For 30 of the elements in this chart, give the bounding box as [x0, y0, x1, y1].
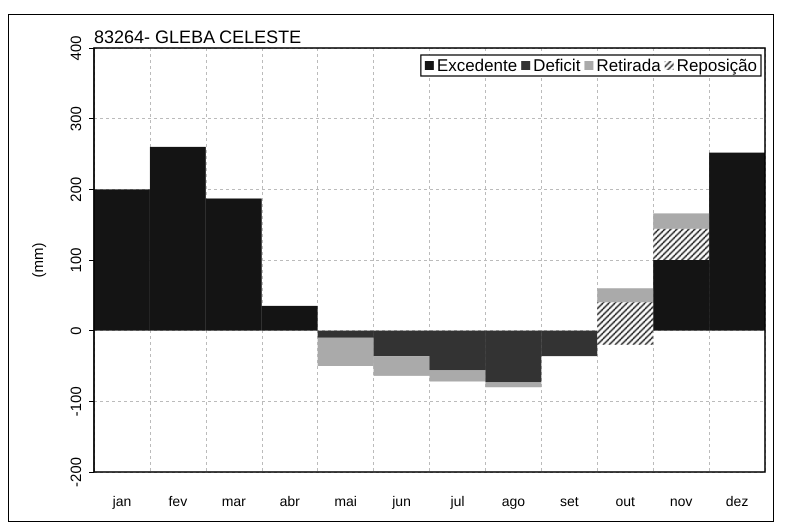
y-tick-label: 400 [68, 35, 85, 61]
y-tick-label: -100 [68, 386, 85, 416]
x-tick-label: jan [112, 493, 132, 509]
x-tick-label: mai [334, 493, 357, 509]
legend-label: Reposição [676, 56, 757, 75]
bar [653, 213, 710, 229]
y-tick-label: 200 [68, 176, 85, 202]
x-tick-label: set [560, 493, 579, 509]
bar [485, 382, 542, 388]
x-tick-label: abr [280, 493, 300, 509]
bar [597, 302, 654, 345]
x-tick-label: nov [670, 493, 692, 509]
y-tick-label: -200 [68, 456, 85, 488]
bar [597, 288, 654, 302]
x-tick-label: ago [502, 493, 526, 509]
y-tick-label: 300 [68, 106, 85, 132]
x-tick-label: jun [391, 493, 411, 509]
x-tick-label: jul [449, 493, 464, 509]
bar [653, 228, 710, 260]
x-tick-label: mar [222, 493, 246, 509]
y-tick-label: 0 [68, 326, 85, 335]
chart-title: 83264- GLEBA CELESTE [94, 27, 302, 47]
legend-label: Excedente [436, 56, 518, 75]
legend-label: Retirada [596, 56, 662, 75]
y-tick-label: 100 [68, 247, 85, 273]
legend-label: Deficit [533, 56, 581, 75]
x-tick-label: fev [168, 493, 188, 509]
x-tick-label: out [615, 493, 636, 509]
y-axis-title: (mm) [30, 242, 47, 278]
x-tick-label: dez [726, 493, 748, 509]
